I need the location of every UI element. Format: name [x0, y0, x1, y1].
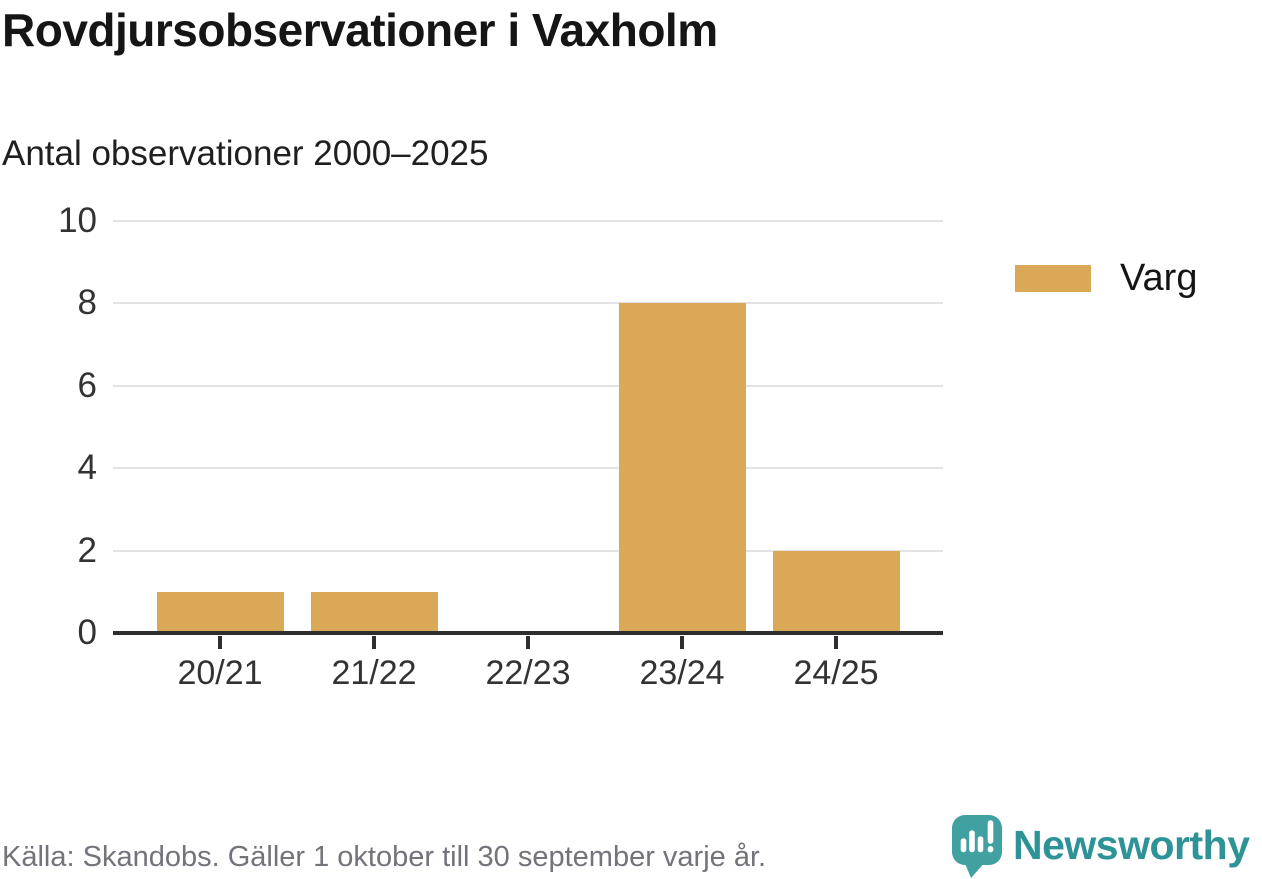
bar-24/25: [772, 550, 900, 633]
y-axis-label-4: 4: [77, 448, 97, 488]
x-axis-label-22/23: 22/23: [485, 654, 571, 692]
y-axis-label-6: 6: [77, 365, 97, 405]
x-axis-label-20/21: 20/21: [177, 654, 263, 692]
x-tick-20/21: [218, 636, 222, 649]
y-axis-label-2: 2: [77, 530, 97, 570]
chart-subtitle: Antal observationer 2000–2025: [2, 134, 489, 173]
legend-label-varg: Varg: [1120, 257, 1198, 299]
gridline-y-8: [113, 302, 943, 305]
x-axis-label-24/25: 24/25: [793, 654, 879, 692]
y-axis-label-0: 0: [77, 613, 97, 652]
gridline-y-2: [113, 549, 943, 552]
chart-legend: Varg: [1015, 258, 1197, 298]
newsworthy-branding: Newsworthy: [952, 815, 1250, 879]
source-note: Källa: Skandobs. Gäller 1 oktober till 3…: [2, 841, 767, 873]
legend-swatch-varg: [1015, 264, 1091, 292]
x-axis-line: [113, 631, 943, 635]
gridline-y-4: [113, 467, 943, 470]
newsworthy-wordmark: Newsworthy: [1013, 822, 1250, 868]
x-tick-22/23: [526, 636, 530, 649]
x-axis-label-21/22: 21/22: [331, 654, 417, 692]
plot-area: 0 2 4 6 8 10 20/21 21/22 22/23 23/24 24/25: [58, 201, 943, 692]
bar-21/22: [310, 591, 438, 633]
page-title: Rovdjursobservationer i Vaxholm: [2, 4, 718, 56]
x-axis-label-23/24: 23/24: [639, 654, 725, 692]
x-tick-24/25: [834, 636, 838, 649]
y-axis-label-10: 10: [58, 201, 97, 240]
bar-23/24: [618, 303, 746, 633]
gridline-y-6: [113, 384, 943, 387]
logo-bubble: [952, 815, 1002, 878]
logo-bars-and-exclamation: [960, 820, 994, 853]
gridline-y-10: [113, 220, 943, 222]
bar-20/21: [156, 591, 284, 633]
x-tick-23/24: [680, 636, 684, 649]
x-tick-21/22: [372, 636, 376, 649]
y-axis-label-8: 8: [77, 283, 97, 323]
newsworthy-logo-icon: [952, 815, 1002, 878]
